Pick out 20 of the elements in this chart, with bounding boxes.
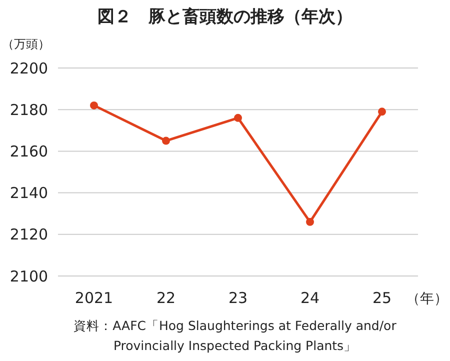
- point: [162, 136, 170, 145]
- point: [234, 114, 242, 122]
- y-axis-title: （万頭）: [2, 37, 50, 51]
- point: [306, 218, 314, 226]
- x-axis-title: （年）: [406, 291, 448, 307]
- x-tick-label: 25: [372, 289, 392, 307]
- y-tick-label: 2100: [10, 267, 48, 286]
- point: [378, 108, 386, 116]
- x-tick-label: 2021: [74, 289, 114, 307]
- chart-title: 図２ 豚と畜頭数の推移（年次）: [98, 6, 352, 27]
- x-tick-label: 22: [156, 289, 176, 307]
- x-tick-label: 24: [300, 289, 320, 307]
- y-tick-label: 2140: [10, 184, 48, 202]
- y-tick-label: 2160: [10, 142, 48, 160]
- x-tick-label: 23: [228, 289, 248, 307]
- point: [90, 101, 98, 110]
- y-tick-label: 2180: [10, 100, 48, 119]
- y-tick-label: 2120: [10, 226, 48, 244]
- text: 資料：AAFC「Hog Slaughterings at Federally and/or Provincially Inspected Packing Plants」: [74, 318, 398, 353]
- y-tick-label: 2200: [10, 59, 48, 78]
